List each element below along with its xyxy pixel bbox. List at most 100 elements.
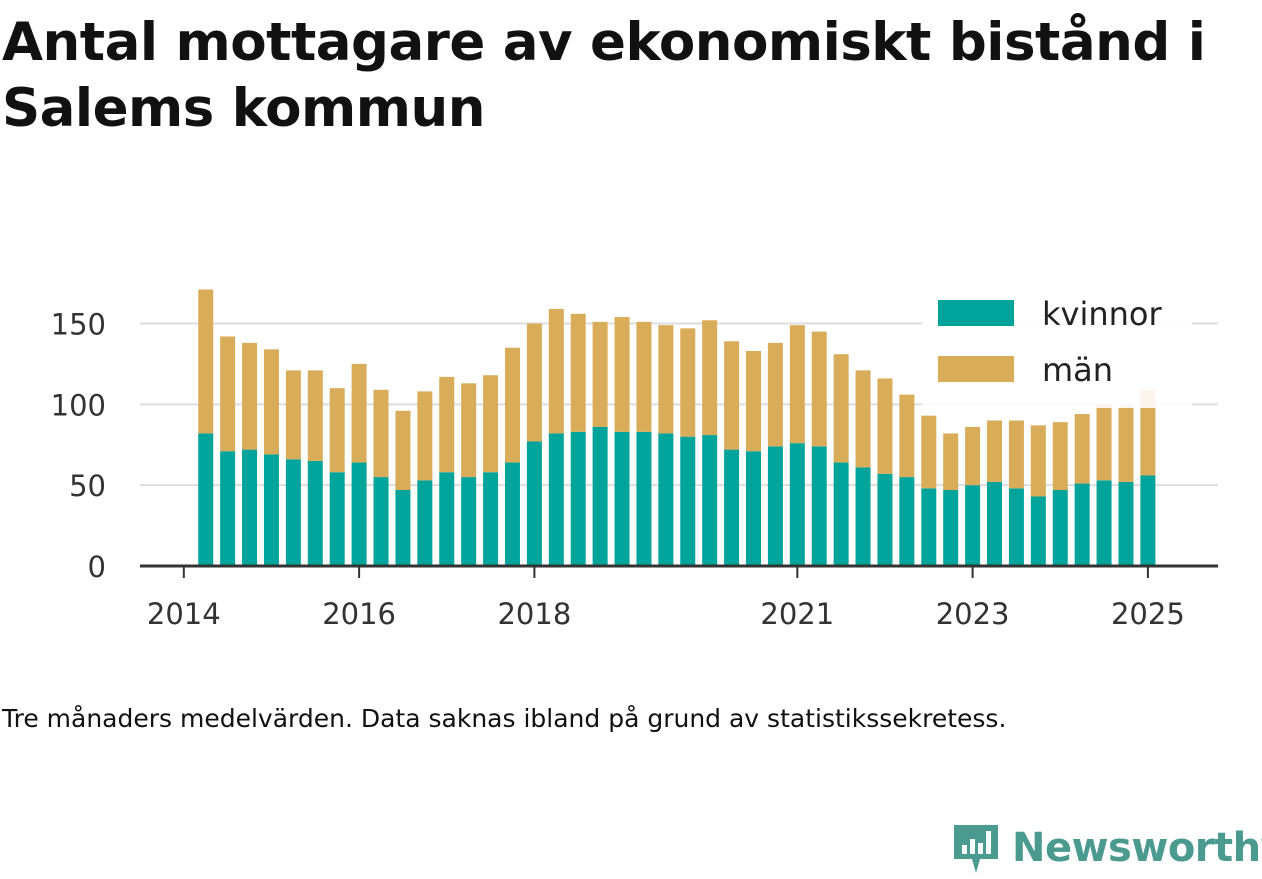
- bar-man: [461, 383, 477, 478]
- brand-name: Newsworthy: [1012, 825, 1262, 871]
- bar-kvinnor: [1140, 475, 1156, 566]
- bar-kvinnor: [483, 472, 499, 566]
- y-tick-label: 100: [51, 388, 106, 422]
- bar-man: [965, 426, 981, 486]
- bar-kvinnor: [548, 433, 564, 566]
- bar-man: [614, 317, 630, 432]
- bar-man: [921, 415, 937, 489]
- bar-man: [745, 350, 761, 452]
- bar-kvinnor: [439, 472, 455, 566]
- bar-kvinnor: [658, 433, 674, 566]
- x-tick-label: 2018: [497, 597, 571, 631]
- bar-man: [329, 388, 345, 473]
- bar-kvinnor: [504, 462, 520, 566]
- bar-man: [439, 376, 455, 473]
- y-tick-label: 150: [51, 308, 106, 342]
- bar-kvinnor: [592, 426, 608, 566]
- bar-man: [855, 370, 871, 468]
- bar-man: [877, 378, 893, 474]
- bar-man: [307, 370, 323, 461]
- bar-kvinnor: [702, 435, 718, 566]
- bar-man: [504, 347, 520, 463]
- bar-man: [548, 308, 564, 434]
- bar-man: [263, 349, 279, 455]
- bar-kvinnor: [1074, 483, 1090, 566]
- bar-man: [592, 321, 608, 427]
- bar-man: [789, 325, 805, 444]
- legend-swatch-kvinnor: [938, 300, 1014, 326]
- bar-kvinnor: [373, 477, 389, 566]
- bar-man: [833, 354, 849, 463]
- bar-kvinnor: [570, 431, 586, 566]
- bar-kvinnor: [767, 446, 783, 566]
- bar-kvinnor: [987, 481, 1003, 566]
- chart-title: Antal mottagare av ekonomiskt bistånd i …: [2, 12, 1206, 139]
- bar-man: [1118, 405, 1134, 482]
- bar-kvinnor: [921, 488, 937, 566]
- bar-kvinnor: [833, 462, 849, 566]
- bar-kvinnor: [943, 490, 959, 566]
- bar-man: [395, 410, 411, 491]
- bar-man: [702, 320, 718, 436]
- bar-man: [285, 370, 301, 460]
- bar-kvinnor: [1008, 488, 1024, 566]
- bar-man: [570, 313, 586, 432]
- bar-man: [483, 375, 499, 473]
- y-tick-label: 0: [88, 550, 106, 584]
- x-tick-label: 2014: [147, 597, 221, 631]
- bar-kvinnor: [242, 449, 258, 566]
- bar-kvinnor: [417, 480, 433, 566]
- bar-man: [373, 389, 389, 478]
- x-tick-label: 2025: [1111, 597, 1185, 631]
- bar-man: [1030, 425, 1046, 497]
- bar-kvinnor: [198, 433, 214, 566]
- bar-man: [1140, 389, 1156, 476]
- bar-kvinnor: [220, 451, 236, 566]
- bar-kvinnor: [789, 443, 805, 566]
- bar-kvinnor: [636, 431, 652, 566]
- bar-kvinnor: [680, 436, 696, 566]
- bar-kvinnor: [329, 472, 345, 566]
- bar-kvinnor: [526, 441, 542, 566]
- bar-kvinnor: [263, 454, 279, 566]
- bar-man: [417, 391, 433, 481]
- bar-man: [198, 289, 214, 434]
- bar-kvinnor: [1118, 481, 1134, 566]
- bar-kvinnor: [877, 473, 893, 566]
- bar-kvinnor: [899, 477, 915, 566]
- bar-man: [987, 420, 1003, 482]
- bar-man: [943, 433, 959, 491]
- legend-label-man: män: [1042, 351, 1113, 389]
- y-tick-label: 50: [69, 469, 106, 503]
- bar-kvinnor: [745, 451, 761, 566]
- bar-kvinnor: [724, 449, 740, 566]
- bar-man: [351, 363, 367, 463]
- x-tick-label: 2016: [322, 597, 396, 631]
- x-tick-label: 2021: [760, 597, 834, 631]
- bar-man: [811, 331, 827, 447]
- newsworthy-logo-icon: [954, 825, 998, 873]
- bars: [198, 289, 1156, 566]
- bar-man: [636, 321, 652, 432]
- bar-man: [220, 336, 236, 452]
- bar-kvinnor: [1052, 490, 1068, 566]
- bar-kvinnor: [614, 431, 630, 566]
- bar-man: [899, 394, 915, 478]
- bar-kvinnor: [1096, 480, 1112, 566]
- bar-kvinnor: [395, 490, 411, 566]
- bar-kvinnor: [351, 462, 367, 566]
- x-tick-label: 2023: [936, 597, 1010, 631]
- bar-man: [1008, 420, 1024, 489]
- bar-man: [1096, 404, 1112, 481]
- bar-man: [724, 341, 740, 450]
- bar-man: [242, 342, 258, 450]
- bar-kvinnor: [307, 460, 323, 566]
- bar-kvinnor: [855, 467, 871, 566]
- axes: 0 50 100 150 2014 2016 2018 2021 2023 2025: [51, 308, 1218, 631]
- bar-man: [680, 328, 696, 437]
- bar-kvinnor: [811, 446, 827, 566]
- brand-logo: Newsworthy: [950, 818, 1262, 878]
- legend: kvinnor män: [922, 290, 1192, 408]
- bar-kvinnor: [461, 477, 477, 566]
- bar-kvinnor: [965, 485, 981, 566]
